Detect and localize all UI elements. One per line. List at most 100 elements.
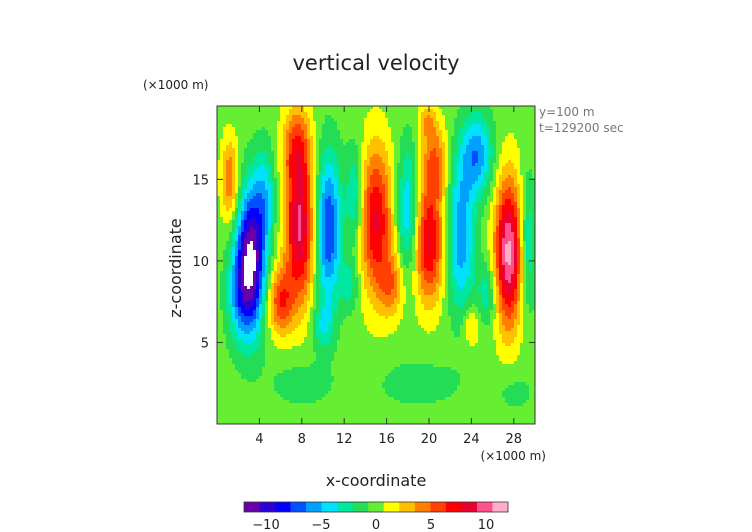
heatmap-cell	[223, 211, 227, 215]
heatmap-cell	[319, 298, 323, 302]
heatmap-cell	[232, 160, 236, 164]
heatmap-cell	[226, 331, 230, 335]
heatmap-cell	[277, 244, 281, 248]
heatmap-cell	[334, 250, 338, 254]
heatmap-cell	[247, 334, 251, 338]
heatmap-cell	[298, 292, 302, 296]
heatmap-cell	[244, 172, 248, 176]
heatmap-cell	[247, 289, 251, 293]
heatmap-cell	[316, 319, 320, 323]
heatmap-cell	[286, 235, 290, 239]
heatmap-cell	[244, 409, 248, 413]
heatmap-cell	[253, 238, 257, 242]
heatmap-cell	[292, 340, 296, 344]
heatmap-cell	[250, 400, 254, 404]
heatmap-cell	[268, 211, 272, 215]
heatmap-cell	[355, 124, 359, 128]
heatmap-cell	[325, 289, 329, 293]
heatmap-cell	[217, 217, 221, 221]
heatmap-cell	[244, 298, 248, 302]
heatmap-cell	[289, 412, 293, 416]
heatmap-cell	[277, 175, 281, 179]
heatmap-cell	[283, 367, 287, 371]
heatmap-cell	[271, 148, 275, 152]
heatmap-cell	[232, 403, 236, 407]
heatmap-cell	[334, 421, 338, 425]
heatmap-cell	[232, 196, 236, 200]
heatmap-cell	[292, 145, 296, 149]
heatmap-cell	[277, 340, 281, 344]
heatmap-cell	[289, 346, 293, 350]
heatmap-cell	[241, 187, 245, 191]
heatmap-cell	[319, 121, 323, 125]
heatmap-cell	[322, 232, 326, 236]
heatmap-cell	[322, 121, 326, 125]
heatmap-cell	[289, 325, 293, 329]
heatmap-cell	[256, 394, 260, 398]
heatmap-cell	[265, 415, 269, 419]
heatmap-cell	[355, 256, 359, 260]
heatmap-cell	[235, 271, 239, 275]
heatmap-cell	[235, 340, 239, 344]
heatmap-cell	[325, 352, 329, 356]
heatmap-cell	[247, 373, 251, 377]
heatmap-cell	[301, 181, 305, 185]
heatmap-cell	[307, 205, 311, 209]
heatmap-cell	[256, 274, 260, 278]
heatmap-cell	[274, 325, 278, 329]
heatmap-cell	[238, 397, 242, 401]
heatmap-cell	[220, 328, 224, 332]
heatmap-cell	[352, 271, 356, 275]
heatmap-cell	[343, 286, 347, 290]
heatmap-cell	[223, 130, 227, 134]
heatmap-cell	[265, 406, 269, 410]
heatmap-cell	[274, 136, 278, 140]
heatmap-cell	[313, 238, 317, 242]
heatmap-cell	[301, 346, 305, 350]
heatmap-cell	[355, 190, 359, 194]
heatmap-cell	[235, 109, 239, 113]
heatmap-cell	[277, 112, 281, 116]
heatmap-cell	[307, 262, 311, 266]
heatmap-cell	[220, 208, 224, 212]
heatmap-cell	[256, 400, 260, 404]
heatmap-cell	[319, 220, 323, 224]
heatmap-cell	[319, 322, 323, 326]
heatmap-cell	[319, 214, 323, 218]
heatmap-cell	[328, 400, 332, 404]
heatmap-cell	[232, 280, 236, 284]
heatmap-cell	[229, 382, 233, 386]
heatmap-cell	[307, 232, 311, 236]
heatmap-cell	[220, 397, 224, 401]
heatmap-cell	[259, 127, 263, 131]
heatmap-cell	[220, 283, 224, 287]
heatmap-cell	[283, 136, 287, 140]
heatmap-cell	[232, 211, 236, 215]
heatmap-cell	[238, 157, 242, 161]
heatmap-cell	[229, 121, 233, 125]
heatmap-cell	[250, 298, 254, 302]
heatmap-cell	[355, 253, 359, 257]
heatmap-cell	[244, 202, 248, 206]
heatmap-cell	[268, 337, 272, 341]
heatmap-cell	[304, 226, 308, 230]
heatmap-cell	[241, 211, 245, 215]
heatmap-cell	[238, 187, 242, 191]
heatmap-cell	[340, 151, 344, 155]
heatmap-cell	[253, 397, 257, 401]
heatmap-cell	[253, 232, 257, 236]
heatmap-cell	[241, 292, 245, 296]
heatmap-cell	[241, 415, 245, 419]
heatmap-cell	[253, 169, 257, 173]
heatmap-cell	[265, 376, 269, 380]
heatmap-cell	[310, 247, 314, 251]
heatmap-cell	[349, 325, 353, 329]
heatmap-cell	[316, 355, 320, 359]
heatmap-cell	[277, 277, 281, 281]
heatmap-cell	[328, 157, 332, 161]
heatmap-cell	[229, 133, 233, 137]
heatmap-cell	[235, 277, 239, 281]
heatmap-cell	[331, 346, 335, 350]
heatmap-cell	[220, 274, 224, 278]
heatmap-cell	[256, 235, 260, 239]
